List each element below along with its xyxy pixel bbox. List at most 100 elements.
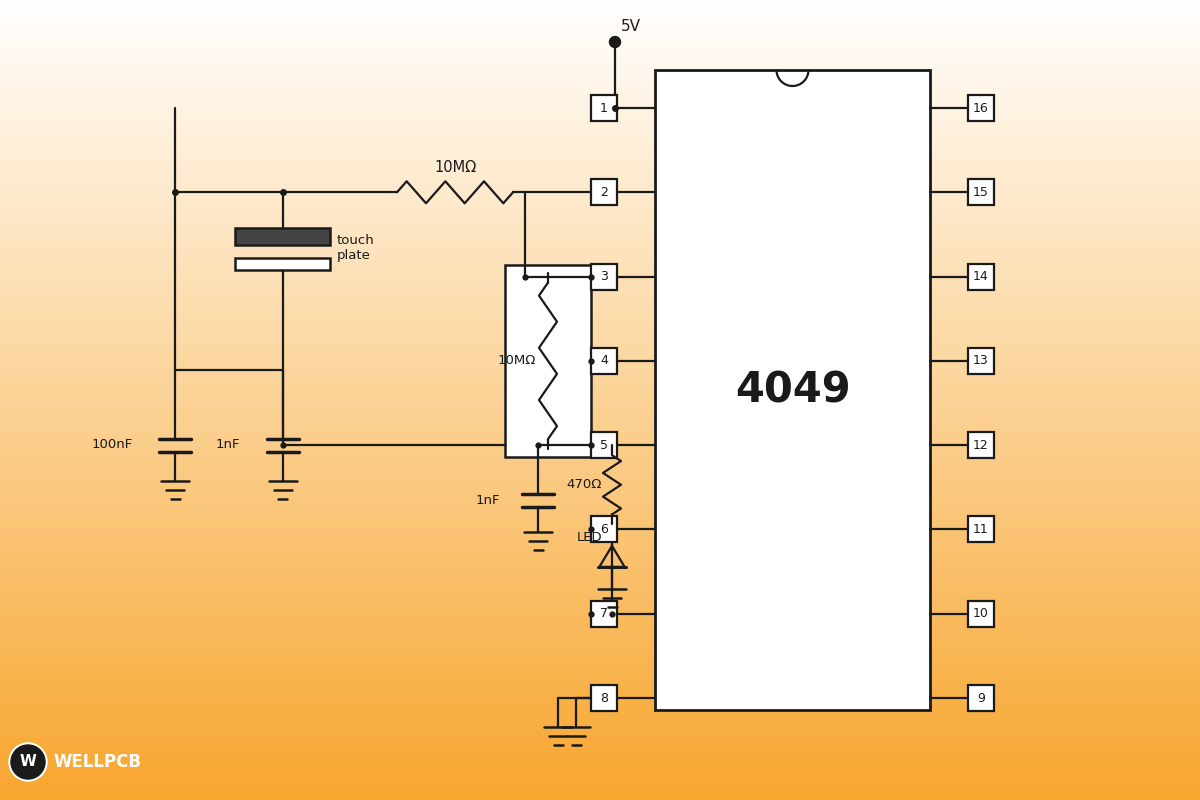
Bar [0, 794, 1200, 796]
Bar [0, 76, 1200, 78]
Bar [0, 280, 1200, 282]
Bar [0, 764, 1200, 766]
Bar [0, 540, 1200, 542]
Text: 10: 10 [973, 607, 989, 620]
Bar [0, 746, 1200, 748]
Bar [0, 662, 1200, 664]
Bar [0, 628, 1200, 630]
Bar [0, 370, 1200, 372]
Bar [968, 432, 994, 458]
Bar [0, 304, 1200, 306]
Bar [0, 756, 1200, 758]
Bar [0, 678, 1200, 680]
Bar [0, 512, 1200, 514]
Text: 5V: 5V [622, 19, 641, 34]
Bar [0, 50, 1200, 52]
Bar [0, 410, 1200, 412]
Bar [0, 712, 1200, 714]
Bar [0, 572, 1200, 574]
Bar [0, 290, 1200, 292]
Bar [0, 520, 1200, 522]
Bar [0, 778, 1200, 780]
Bar [0, 214, 1200, 216]
Bar [0, 142, 1200, 144]
Bar [0, 622, 1200, 624]
Bar [0, 364, 1200, 366]
Bar [0, 318, 1200, 320]
Bar [0, 484, 1200, 486]
Bar [0, 176, 1200, 178]
Text: 12: 12 [973, 438, 989, 452]
Bar [0, 642, 1200, 644]
Circle shape [10, 743, 47, 781]
Bar [592, 685, 617, 711]
Bar [0, 104, 1200, 106]
Bar [0, 554, 1200, 556]
Bar [592, 263, 617, 290]
Bar [968, 601, 994, 626]
Bar [0, 596, 1200, 598]
Bar [0, 312, 1200, 314]
Bar [0, 168, 1200, 170]
Bar [0, 206, 1200, 208]
Bar [0, 416, 1200, 418]
Bar [0, 478, 1200, 480]
Bar [0, 56, 1200, 58]
Bar [0, 392, 1200, 394]
Bar [0, 440, 1200, 442]
Text: 11: 11 [973, 523, 989, 536]
Bar [0, 316, 1200, 318]
Bar [0, 298, 1200, 300]
Text: 7: 7 [600, 607, 608, 620]
Bar [0, 650, 1200, 652]
Bar [0, 94, 1200, 96]
Bar [0, 106, 1200, 108]
Bar [0, 592, 1200, 594]
Bar [0, 436, 1200, 438]
Bar [0, 584, 1200, 586]
Bar [0, 18, 1200, 20]
Bar [0, 704, 1200, 706]
Text: 16: 16 [973, 102, 989, 114]
Bar [0, 264, 1200, 266]
Bar [0, 768, 1200, 770]
Bar [0, 446, 1200, 448]
Bar [0, 420, 1200, 422]
Bar [0, 42, 1200, 44]
Bar [0, 110, 1200, 112]
Bar [0, 204, 1200, 206]
Bar [0, 138, 1200, 140]
Bar [0, 120, 1200, 122]
Bar [0, 668, 1200, 670]
Bar [0, 218, 1200, 220]
Bar [0, 490, 1200, 492]
Bar [0, 338, 1200, 340]
Bar [0, 486, 1200, 488]
Bar [0, 458, 1200, 460]
Bar [0, 188, 1200, 190]
Bar [968, 179, 994, 206]
Bar [0, 438, 1200, 440]
Bar [0, 428, 1200, 430]
Bar [0, 606, 1200, 608]
Bar [0, 604, 1200, 606]
Text: 4: 4 [600, 354, 608, 367]
Bar [0, 638, 1200, 640]
Bar [0, 212, 1200, 214]
Bar [0, 70, 1200, 72]
Bar [0, 670, 1200, 672]
Bar [0, 612, 1200, 614]
Bar [0, 706, 1200, 708]
Bar [0, 152, 1200, 154]
Bar [0, 130, 1200, 132]
Bar [0, 4, 1200, 6]
Bar [0, 114, 1200, 116]
Bar [0, 556, 1200, 558]
Bar [0, 414, 1200, 416]
Bar [592, 348, 617, 374]
Bar [0, 404, 1200, 406]
Bar [0, 624, 1200, 626]
Text: 10MΩ: 10MΩ [434, 160, 476, 175]
Bar [592, 601, 617, 626]
Bar [0, 26, 1200, 28]
